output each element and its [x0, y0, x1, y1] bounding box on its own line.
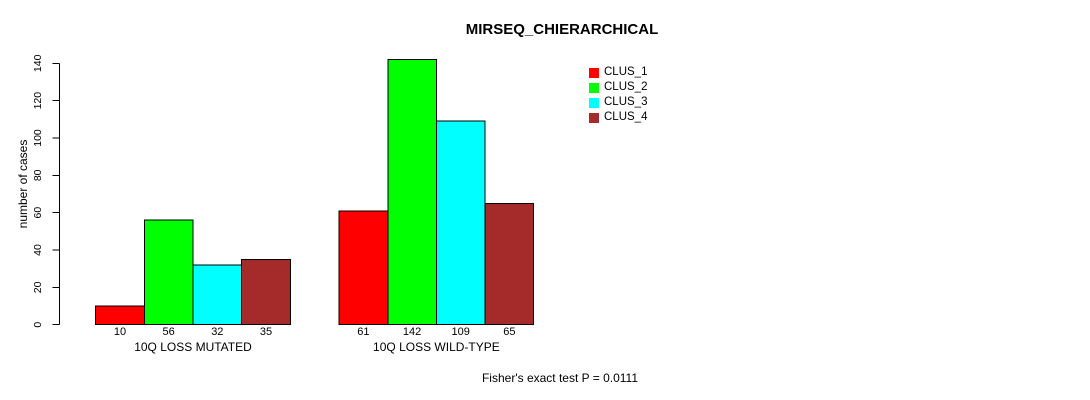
legend-label: CLUS_2	[604, 81, 648, 93]
bar	[435, 120, 486, 326]
legend-item: CLUS_1	[589, 65, 647, 80]
bar-value-label: 35	[260, 326, 272, 338]
bar-value-label: 65	[503, 326, 515, 338]
bar-value-label: 32	[211, 326, 223, 338]
legend-label: CLUS_1	[604, 66, 648, 78]
bar	[387, 59, 437, 326]
category-label: 10Q LOSS MUTATED	[134, 340, 252, 354]
bar	[143, 219, 194, 326]
bar-value-label: 109	[452, 326, 470, 338]
y-tick-label: 0	[32, 322, 44, 328]
legend-swatch	[589, 112, 599, 123]
footnote: Fisher's exact test P = 0.0111	[481, 371, 639, 385]
bar	[338, 210, 389, 326]
legend-label: CLUS_3	[604, 96, 648, 108]
legend-swatch	[589, 97, 599, 108]
bar	[95, 305, 145, 326]
chart-title: MIRSEQ_CHIERARCHICAL	[465, 21, 659, 38]
bar	[241, 258, 291, 326]
category-label: 10Q LOSS WILD-TYPE	[373, 340, 500, 354]
bar-value-label: 10	[114, 326, 126, 338]
y-tick-label: 120	[32, 92, 44, 110]
legend-item: CLUS_3	[589, 95, 647, 110]
y-tick-label: 100	[32, 129, 44, 147]
y-axis-title: number of cases	[16, 139, 30, 229]
y-tick-label: 60	[32, 207, 44, 219]
bar-value-label: 142	[403, 326, 421, 338]
y-tick-label: 40	[32, 244, 44, 256]
legend-item: CLUS_4	[589, 110, 647, 125]
bar-value-label: 56	[163, 326, 175, 338]
y-tick-label: 80	[32, 169, 44, 181]
bar-value-label: 61	[357, 326, 369, 338]
legend-swatch	[589, 67, 599, 78]
legend-item: CLUS_2	[589, 80, 647, 95]
y-tick-label: 20	[32, 281, 44, 293]
legend: CLUS_1 CLUS_2 CLUS_3 CLUS_4	[589, 65, 647, 125]
bar	[192, 264, 243, 326]
bar	[484, 202, 535, 326]
legend-swatch	[589, 82, 599, 93]
legend-label: CLUS_4	[604, 111, 648, 123]
y-tick-label: 140	[32, 54, 44, 72]
